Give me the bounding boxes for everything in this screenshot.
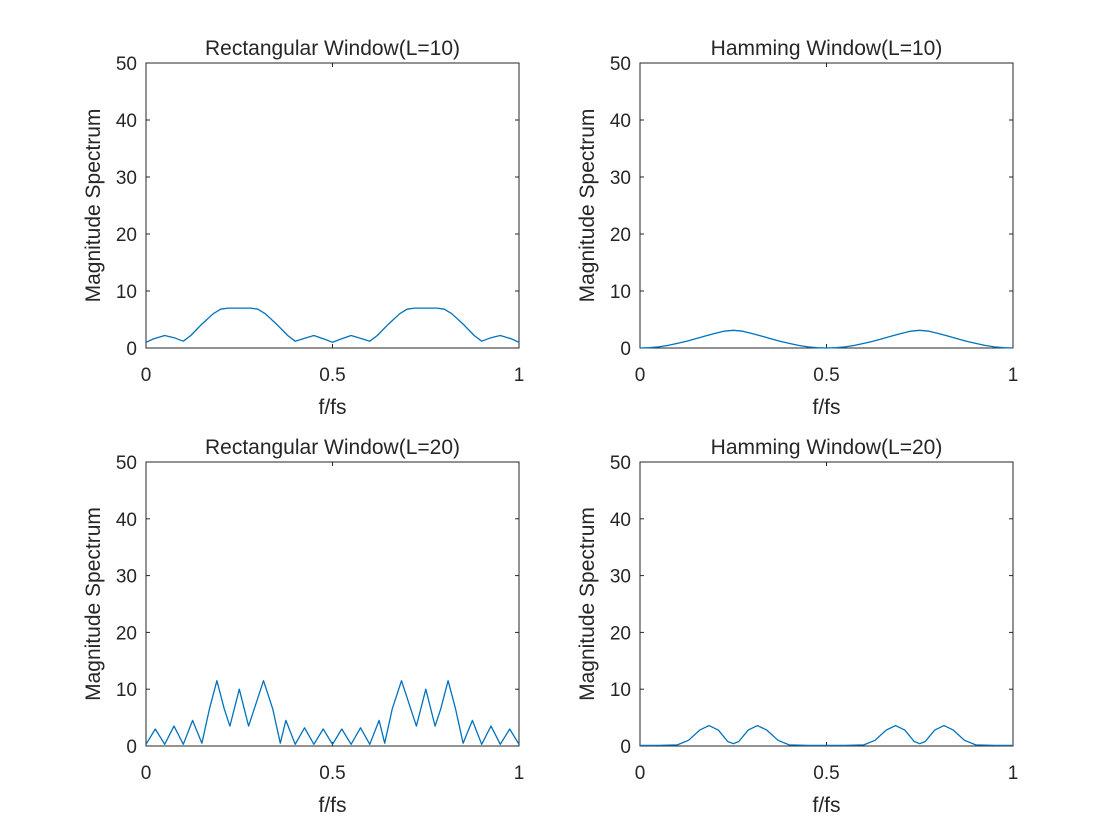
x-tick-label: 1 — [1008, 763, 1019, 784]
x-tick-label: 0.5 — [319, 763, 345, 784]
x-tick-label: 1 — [1008, 365, 1019, 386]
chart-title: Hamming Window(L=10) — [711, 37, 943, 60]
y-tick-label: 30 — [116, 567, 137, 588]
x-axis-label: f/fs — [812, 794, 840, 817]
plot-area — [639, 62, 1014, 349]
x-axis-label: f/fs — [812, 396, 840, 419]
x-tick-label: 0.5 — [813, 365, 839, 386]
plot-area — [145, 461, 520, 747]
y-tick-label: 30 — [610, 168, 631, 189]
plot-area — [145, 62, 520, 349]
y-tick-label: 0 — [620, 339, 631, 360]
y-tick-label: 10 — [610, 282, 631, 303]
chart-title: Hamming Window(L=20) — [711, 436, 943, 459]
series-line — [145, 680, 520, 745]
x-tick-label: 0 — [635, 365, 646, 386]
x-axis-label: f/fs — [318, 794, 346, 817]
subplot-3: 0 10 20 30 40 50 0 0.5 1 Rectangular Window(L=20)… — [82, 436, 524, 817]
y-tick-label: 20 — [116, 623, 137, 644]
y-tick-label: 0 — [126, 737, 137, 758]
series-line — [145, 307, 520, 343]
y-tick-label: 50 — [116, 54, 137, 75]
y-tick-label: 40 — [116, 510, 137, 531]
series-line — [640, 724, 1013, 747]
y-tick-label: 10 — [610, 680, 631, 701]
y-tick-label: 20 — [610, 225, 631, 246]
x-tick-label: 0 — [635, 763, 646, 784]
subplot-1: 0 10 20 30 40 50 0 0.5 1 Rectangular Window(L=10)… — [82, 37, 524, 419]
y-tick-label: 50 — [610, 54, 631, 75]
x-tick-label: 1 — [514, 763, 525, 784]
y-tick-label: 0 — [126, 339, 137, 360]
y-tick-label: 50 — [116, 453, 137, 474]
y-tick-label: 0 — [620, 737, 631, 758]
subplot-4: 0 10 20 30 40 50 0 0.5 1 Hamming Window(L=20) f/fs… — [576, 436, 1018, 817]
y-tick-label: 50 — [610, 453, 631, 474]
y-axis-label: Magnitude Spectrum — [82, 507, 105, 701]
y-tick-label: 30 — [116, 168, 137, 189]
x-tick-label: 0 — [141, 763, 152, 784]
chart-title: Rectangular Window(L=10) — [205, 37, 460, 60]
y-axis-label: Magnitude Spectrum — [576, 109, 599, 303]
y-axis-label: Magnitude Spectrum — [576, 507, 599, 701]
y-tick-label: 40 — [116, 111, 137, 132]
y-tick-label: 10 — [116, 680, 137, 701]
x-tick-label: 0.5 — [813, 763, 839, 784]
y-tick-label: 40 — [610, 111, 631, 132]
y-axis-label: Magnitude Spectrum — [82, 109, 105, 303]
x-tick-label: 1 — [514, 365, 525, 386]
subplot-2: 0 10 20 30 40 50 0 0.5 1 Hamming Window(L=10) f/fs… — [576, 37, 1018, 419]
plot-area — [639, 461, 1014, 747]
series-line — [639, 329, 1014, 349]
x-axis-label: f/fs — [318, 396, 346, 419]
y-tick-label: 30 — [610, 567, 631, 588]
y-tick-label: 20 — [610, 623, 631, 644]
y-tick-label: 10 — [116, 282, 137, 303]
y-tick-label: 40 — [610, 510, 631, 531]
y-tick-label: 20 — [116, 225, 137, 246]
x-tick-label: 0 — [141, 365, 152, 386]
chart-title: Rectangular Window(L=20) — [205, 436, 460, 459]
x-tick-label: 0.5 — [319, 365, 345, 386]
